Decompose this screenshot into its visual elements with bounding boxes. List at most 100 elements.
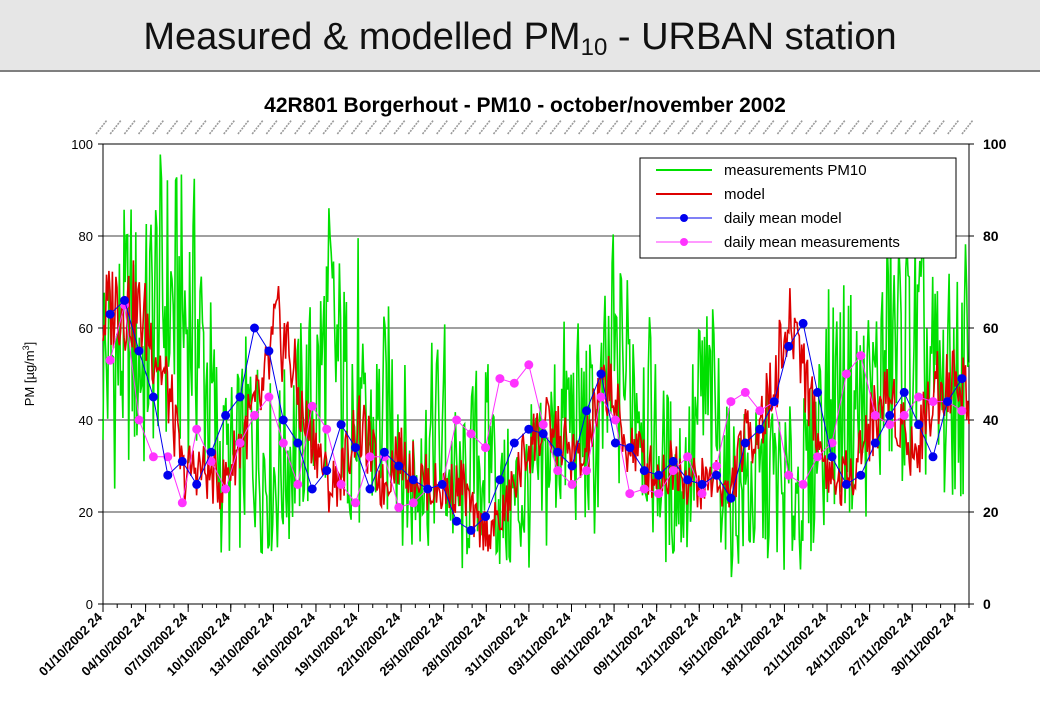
series-daily-mean-measurements-point <box>466 429 476 439</box>
top-date-label <box>237 119 250 135</box>
top-date-label <box>734 119 747 135</box>
series-daily-mean-model-point <box>379 447 389 457</box>
series-daily-mean-model-point <box>163 470 173 480</box>
series-daily-mean-measurements-point <box>394 502 404 512</box>
series-daily-mean-model-point <box>394 461 404 471</box>
series-daily-mean-measurements-point <box>134 415 144 425</box>
series-daily-mean-measurements-point <box>192 424 202 434</box>
slide-title-subscript: 10 <box>580 34 608 61</box>
top-date-label <box>961 119 974 135</box>
top-date-label <box>294 119 307 135</box>
legend: measurements PM10 model daily mean model da… <box>639 157 957 259</box>
series-daily-mean-model-point <box>654 470 664 480</box>
series-daily-mean-model-point <box>870 438 880 448</box>
series-daily-mean-measurements-point <box>870 410 880 420</box>
series-daily-mean-measurements-point <box>336 479 346 489</box>
slide-title-main: Measured & modelled PM <box>143 16 581 58</box>
series-daily-mean-measurements-point <box>827 438 837 448</box>
legend-label-daily-model: daily mean model <box>724 210 842 227</box>
series-daily-mean-model-line <box>109 299 963 532</box>
series-daily-mean-measurements-point <box>307 401 317 411</box>
top-date-label <box>336 119 349 135</box>
slide-header: Measured & modelled PM10 - URBAN station <box>0 0 1040 72</box>
series-daily-mean-model-point <box>813 387 822 397</box>
series-daily-mean-model-point <box>105 309 115 319</box>
series-daily-mean-model-point <box>250 323 259 333</box>
series-daily-mean-measurements-point <box>278 438 288 448</box>
top-date-label <box>265 119 278 135</box>
series-layer <box>102 154 970 578</box>
series-daily-mean-measurements-point <box>495 374 505 384</box>
top-date-label <box>592 119 605 135</box>
series-daily-mean-model-point <box>351 443 360 453</box>
series-daily-mean-measurements-point <box>567 479 577 489</box>
top-date-label <box>634 119 648 135</box>
series-daily-mean-measurements-point <box>885 420 895 430</box>
top-date-label <box>152 119 165 135</box>
top-date-label <box>563 119 577 135</box>
series-daily-mean-measurements-point <box>726 397 736 407</box>
y-axis-label-main: PM [µg/m <box>22 350 37 406</box>
top-date-label <box>365 119 378 135</box>
series-daily-mean-model-point <box>177 456 187 466</box>
top-date-label <box>507 119 520 135</box>
y-tick-label-left: 40 <box>79 413 93 428</box>
series-daily-mean-measurements-point <box>856 351 866 361</box>
series-daily-mean-measurements-point <box>712 461 721 471</box>
legend-marker-daily-model <box>680 214 688 222</box>
series-daily-mean-model-point <box>538 429 548 439</box>
top-date-label <box>95 119 108 135</box>
top-date-label <box>322 119 335 135</box>
top-date-label <box>521 119 534 135</box>
series-daily-mean-model-point <box>769 397 779 407</box>
top-date-label <box>123 119 137 135</box>
top-date-label <box>705 119 719 135</box>
series-daily-mean-model-point <box>914 420 924 430</box>
series-daily-mean-model-point <box>856 470 866 480</box>
y-tick-label-left: 20 <box>79 505 93 520</box>
series-daily-mean-model-point <box>712 470 721 480</box>
top-date-label <box>776 119 790 135</box>
top-date-label <box>606 119 619 135</box>
series-daily-mean-measurements-point <box>610 415 620 425</box>
top-date-label <box>407 119 420 135</box>
series-daily-mean-measurements-point <box>538 420 548 430</box>
y-tick-label-left: 100 <box>71 137 93 152</box>
top-date-label <box>890 119 903 135</box>
series-daily-mean-model-point <box>610 438 620 448</box>
top-date-label <box>137 119 151 135</box>
series-daily-mean-measurements-point <box>798 479 808 489</box>
series-daily-mean-measurements-point <box>639 484 649 494</box>
series-daily-mean-model-point <box>524 424 534 434</box>
top-date-label <box>876 119 889 135</box>
series-daily-mean-model-point <box>740 438 750 448</box>
y-tick-label-right: 20 <box>983 504 999 520</box>
series-daily-mean-model-point <box>957 374 967 384</box>
top-date-label <box>279 119 293 135</box>
top-date-label <box>904 119 917 135</box>
slide-title-suffix: - URBAN station <box>607 16 897 58</box>
series-daily-mean-model-point <box>134 346 144 356</box>
series-daily-mean-model-point <box>322 466 332 476</box>
top-date-label <box>478 119 491 135</box>
y-axis-left: 0 20 40 60 80 100 <box>71 137 103 612</box>
y-axis-label: PM [µg/m3] <box>21 342 37 407</box>
series-daily-mean-model-point <box>437 479 447 489</box>
top-date-label <box>947 119 960 135</box>
top-date-label <box>223 119 236 135</box>
series-daily-mean-measurements-point <box>784 470 794 480</box>
top-date-label <box>847 119 861 135</box>
top-date-label <box>833 119 846 135</box>
series-daily-mean-model-point <box>365 484 375 494</box>
series-daily-mean-measurements-point <box>654 489 664 499</box>
series-daily-mean-measurements-point <box>250 410 259 420</box>
series-daily-mean-measurements-point <box>957 406 967 416</box>
series-model-line <box>102 260 970 552</box>
legend-label-model: model <box>724 186 765 203</box>
series-daily-mean-model-point <box>596 369 606 379</box>
top-date-label <box>748 119 761 135</box>
slide-title: Measured & modelled PM10 - URBAN station <box>143 16 896 62</box>
series-daily-mean-model-point <box>928 452 938 462</box>
series-daily-mean-measurements-point <box>105 355 115 365</box>
top-date-label <box>464 119 477 135</box>
